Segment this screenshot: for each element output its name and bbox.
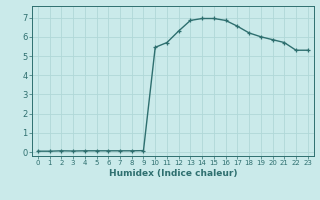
X-axis label: Humidex (Indice chaleur): Humidex (Indice chaleur): [108, 169, 237, 178]
